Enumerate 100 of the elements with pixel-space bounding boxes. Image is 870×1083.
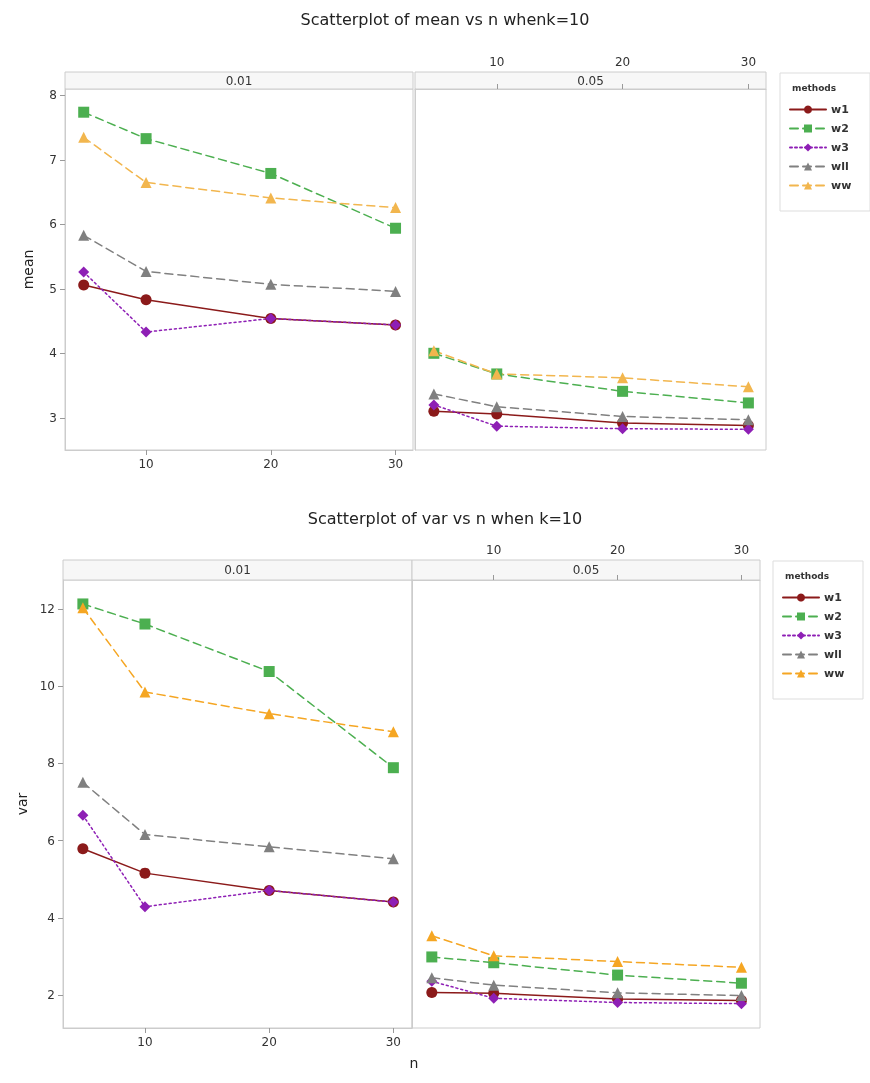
point: [140, 133, 152, 145]
point: [263, 708, 275, 720]
point: [77, 776, 89, 788]
x-tick-label: 10: [137, 1035, 153, 1049]
point: [139, 867, 151, 879]
point: [617, 385, 629, 397]
y-tick-label: 2: [47, 988, 55, 1003]
point: [612, 956, 624, 968]
legend-title: methods: [785, 570, 830, 581]
point: [617, 423, 629, 435]
chart-subtitle: 0.01: [224, 563, 251, 577]
legend-label: w2: [831, 122, 849, 135]
point: [426, 986, 438, 998]
y-tick-label: 12: [39, 601, 55, 616]
point: [742, 414, 754, 426]
point: [78, 229, 90, 241]
point: [78, 266, 90, 278]
x-axis-title: n: [409, 1055, 419, 1071]
legend-label: w1: [824, 591, 842, 604]
legend-title: methods: [792, 82, 837, 93]
y-tick-label: 4: [49, 346, 57, 361]
point: [428, 399, 440, 411]
point: [265, 278, 277, 290]
y-tick-label: 8: [49, 88, 57, 103]
point: [265, 192, 277, 204]
point: [139, 686, 151, 698]
y-tick-label: 6: [49, 217, 57, 232]
point: [735, 990, 747, 1002]
x-tick-label: 30: [740, 55, 757, 69]
legend-label: wll: [824, 648, 842, 661]
chart-subtitle: 0.01: [225, 73, 253, 88]
point: [140, 294, 152, 306]
y-tick-label: 8: [47, 756, 55, 771]
point: [263, 841, 275, 853]
legend-label: w1: [831, 103, 849, 116]
point: [390, 202, 402, 214]
point: [265, 167, 277, 179]
point: [78, 106, 90, 118]
legend-label: w3: [824, 629, 842, 642]
chart-title: Scatterplot of mean vs n whenk=10: [300, 9, 590, 29]
y-tick-label: 5: [49, 281, 57, 296]
legend-label: ww: [831, 179, 852, 192]
y-tick-label: 3: [49, 410, 57, 425]
point: [742, 397, 754, 409]
chart-subtitle: 0.05: [577, 73, 604, 88]
point: [390, 222, 402, 234]
point: [140, 326, 152, 338]
x-tick-label: 10: [138, 457, 154, 471]
point: [617, 372, 629, 384]
y-tick-label: 7: [49, 152, 57, 167]
point: [77, 843, 89, 855]
y-tick-label: 4: [47, 910, 55, 925]
y-tick-label: 6: [47, 833, 55, 848]
legend-label: wll: [831, 160, 849, 173]
point: [139, 618, 151, 630]
point: [263, 666, 275, 678]
x-tick-label: 20: [614, 55, 631, 69]
x-tick-label: 20: [261, 1035, 277, 1049]
point: [488, 950, 500, 962]
point: [742, 381, 754, 393]
x-tick-label: 30: [733, 543, 750, 557]
point: [612, 987, 624, 999]
point: [387, 762, 399, 774]
point: [488, 979, 500, 991]
point: [387, 853, 399, 865]
x-tick-label: 10: [489, 55, 505, 69]
point: [428, 388, 440, 400]
point: [488, 992, 500, 1004]
point: [387, 726, 399, 738]
point: [140, 265, 152, 277]
point: [139, 901, 151, 913]
point: [390, 285, 402, 297]
legend-label: ww: [824, 667, 845, 680]
point: [77, 809, 89, 821]
point: [426, 951, 438, 963]
x-tick-label: 30: [385, 1035, 402, 1049]
point: [78, 279, 90, 291]
legend-label: w3: [831, 141, 849, 154]
x-tick-label: 20: [263, 457, 279, 471]
point: [612, 997, 624, 1009]
point: [426, 930, 438, 942]
point: [735, 961, 747, 973]
x-tick-label: 10: [486, 543, 502, 557]
text: Scatterplot of var vs n when k=10: [307, 508, 583, 528]
point: [139, 829, 151, 841]
point: [617, 410, 629, 422]
point: [491, 420, 503, 432]
point: [77, 602, 89, 614]
point: [735, 977, 747, 989]
point: [140, 176, 152, 188]
y-axis-title: var: [14, 792, 30, 816]
x-tick-label: 20: [609, 543, 626, 557]
y-axis-title: mean: [20, 249, 36, 290]
point: [491, 401, 503, 413]
point: [612, 969, 624, 981]
x-tick-label: 30: [387, 457, 404, 471]
point: [78, 131, 90, 143]
chart-subtitle: 0.05: [572, 563, 600, 577]
y-tick-label: 10: [39, 679, 55, 694]
legend-label: w2: [824, 610, 842, 623]
